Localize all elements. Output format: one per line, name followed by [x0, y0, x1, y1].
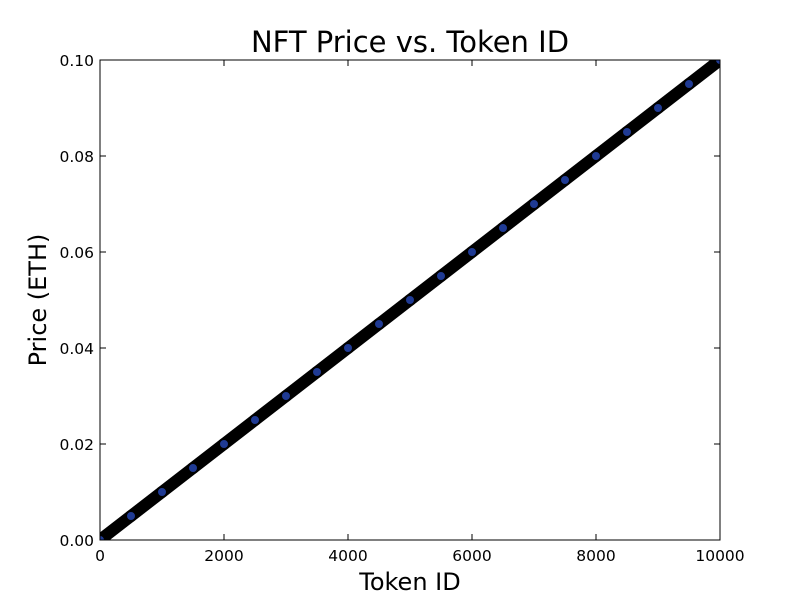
- plot-frame: [99, 59, 721, 541]
- y-tick-label: 0.10: [59, 52, 94, 70]
- data-point: [714, 60, 720, 66]
- y-tick-label: 0.08: [59, 148, 94, 166]
- data-point: [466, 246, 478, 258]
- x-tick-label: 2000: [204, 547, 243, 565]
- data-point: [218, 438, 230, 450]
- data-point: [100, 534, 106, 540]
- x-axis: 0 2000 4000 6000 8000 10000: [95, 60, 745, 565]
- y-tick-label: 0.04: [59, 340, 94, 358]
- x-tick-label: 10000: [695, 547, 744, 565]
- data-point: [497, 222, 509, 234]
- y-axis-label: Price (ETH): [24, 234, 52, 367]
- data-point: [280, 390, 292, 402]
- series-layer: [100, 60, 720, 540]
- data-point: [187, 462, 199, 474]
- data-point: [404, 294, 416, 306]
- data-point: [590, 150, 602, 162]
- data-point: [652, 102, 664, 114]
- data-point: [373, 318, 385, 330]
- data-point: [125, 510, 137, 522]
- plot-area: [99, 59, 721, 541]
- y-tick-label: 0.06: [59, 244, 94, 262]
- data-point: [342, 342, 354, 354]
- x-tick-label: 8000: [576, 547, 615, 565]
- chart-title: NFT Price vs. Token ID: [251, 25, 569, 59]
- data-point: [528, 198, 540, 210]
- y-tick-label: 0.02: [59, 436, 94, 454]
- x-tick-label: 6000: [452, 547, 491, 565]
- data-point: [683, 78, 695, 90]
- data-point: [311, 366, 323, 378]
- data-point: [559, 174, 571, 186]
- x-tick-label: 4000: [328, 547, 367, 565]
- data-point: [156, 486, 168, 498]
- y-axis: 0.00 0.02 0.04 0.06 0.08 0.10: [59, 52, 720, 550]
- data-point: [435, 270, 447, 282]
- data-point: [621, 126, 633, 138]
- x-axis-label: Token ID: [358, 568, 460, 596]
- data-point: [249, 414, 261, 426]
- x-tick-label: 0: [95, 547, 105, 565]
- y-tick-label: 0.00: [59, 532, 94, 550]
